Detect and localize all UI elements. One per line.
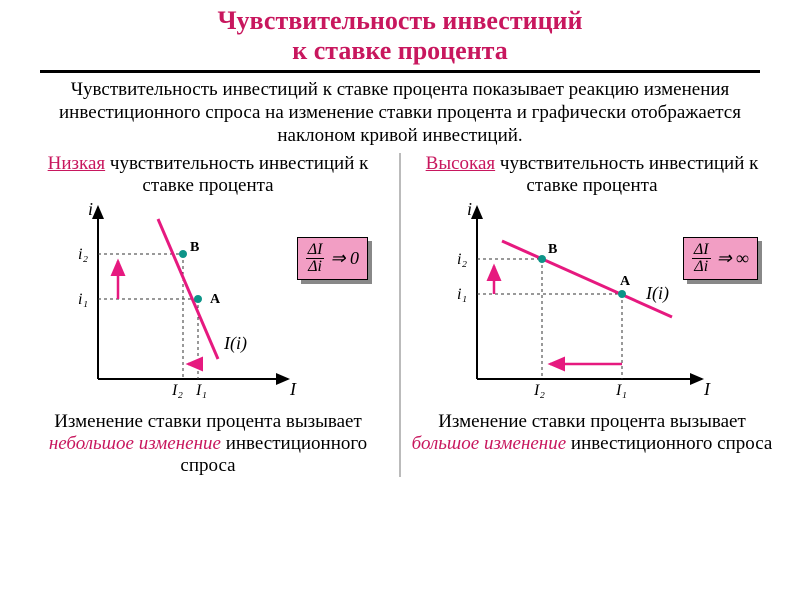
xtick: I₁ — [195, 382, 207, 399]
point-b-label: B — [548, 242, 557, 257]
xtick: I₂ — [533, 382, 545, 399]
x-axis-label: I — [289, 379, 297, 399]
chart-high-svg: i I I(i) B A i₂ i — [422, 199, 762, 409]
x-axis-label: I — [703, 379, 711, 399]
caption-high: Изменение ставки процента вызывает больш… — [407, 411, 777, 455]
ytick: i₂ — [457, 251, 467, 268]
subtitle-high: Высокая чувствительность инвестиций к ст… — [407, 153, 777, 197]
subtitle-low: Низкая чувствительность инвестиций к ста… — [23, 153, 393, 197]
intro-text: Чувствительность инвестиций к ставке про… — [0, 79, 800, 153]
y-axis-label: i — [467, 199, 472, 219]
panel-low: Низкая чувствительность инвестиций к ста… — [23, 153, 393, 476]
formula-box-low: ΔIΔi ⇒ 0 — [297, 237, 368, 280]
curve-line — [502, 241, 672, 317]
formula-box-high: ΔIΔi ⇒ ∞ — [683, 237, 758, 280]
xtick: I₁ — [615, 382, 627, 399]
chart-low: i I I(i) B A i₂ i — [38, 199, 378, 409]
page-title: Чувствительность инвестиций к ставке про… — [0, 0, 800, 68]
title-underline — [40, 70, 760, 73]
point-b-label: B — [190, 240, 199, 255]
xtick: I₂ — [171, 382, 183, 399]
point-b — [179, 250, 187, 258]
panel-high: Высокая чувствительность инвестиций к ст… — [407, 153, 777, 476]
ytick: i₂ — [78, 246, 88, 263]
point-b — [538, 255, 546, 263]
point-a-label: A — [210, 292, 221, 307]
ytick: i₁ — [78, 291, 88, 308]
chart-high: i I I(i) B A i₂ i — [422, 199, 762, 409]
caption-low: Изменение ставки процента вызывает небол… — [23, 411, 393, 477]
y-axis-label: i — [88, 199, 93, 219]
chart-low-svg: i I I(i) B A i₂ i — [38, 199, 378, 409]
panels-row: Низкая чувствительность инвестиций к ста… — [0, 153, 800, 476]
ytick: i₁ — [457, 286, 467, 303]
curve-label: I(i) — [645, 283, 669, 304]
curve-line — [158, 219, 218, 359]
point-a — [618, 290, 626, 298]
point-a — [194, 295, 202, 303]
panel-divider — [399, 153, 401, 476]
point-a-label: A — [620, 274, 631, 289]
curve-label: I(i) — [223, 333, 247, 354]
